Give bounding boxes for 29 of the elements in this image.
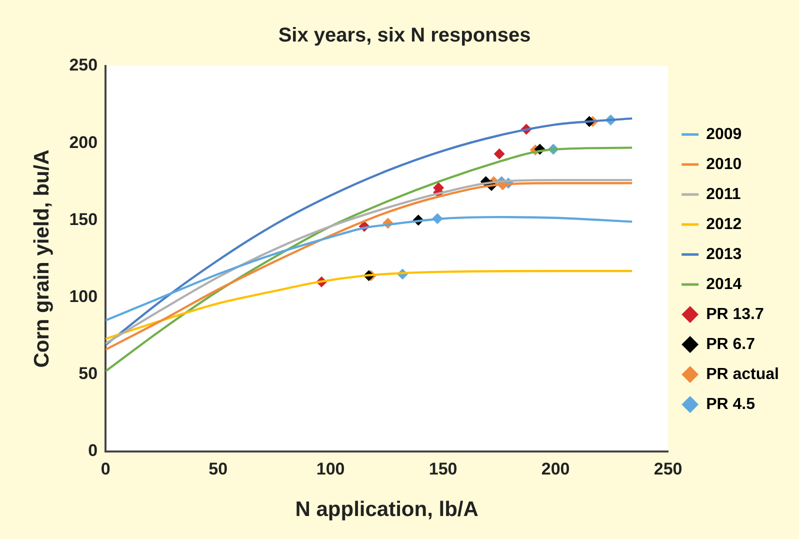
x-tick-label: 100 xyxy=(316,459,345,478)
legend-label: 2013 xyxy=(706,246,742,263)
legend-label: 2010 xyxy=(706,156,742,173)
y-axis-title: Corn grain yield, bu/A xyxy=(30,150,54,368)
legend-label: PR 13.7 xyxy=(706,306,764,323)
legend-label: PR actual xyxy=(706,366,780,383)
legend-label: 2012 xyxy=(706,216,742,233)
y-tick-label: 50 xyxy=(78,364,98,384)
line-series xyxy=(106,117,634,346)
y-tick-label: 0 xyxy=(88,441,98,460)
legend-label: PR 4.5 xyxy=(706,396,756,413)
point xyxy=(494,148,505,160)
line-series xyxy=(106,270,634,340)
x-tick-label: 0 xyxy=(100,459,110,478)
y-tick-label: 100 xyxy=(69,286,98,306)
x-tick-label: 150 xyxy=(428,459,458,478)
x-tick-label: 250 xyxy=(654,459,682,478)
y-tick-label: 250 xyxy=(69,56,98,75)
x-tick-label: 200 xyxy=(541,459,570,478)
legend-label: 2011 xyxy=(706,186,741,203)
y-tick-label: 200 xyxy=(69,132,98,152)
line-series xyxy=(106,216,634,322)
x-axis-title: N application, lb/A xyxy=(295,498,478,522)
legend-label: PR 6.7 xyxy=(706,336,756,353)
legend-label: 2014 xyxy=(706,276,742,293)
chart-title: Six years, six N responses xyxy=(278,24,531,47)
y-tick-label: 150 xyxy=(69,210,98,229)
legend-label: 2009 xyxy=(706,126,742,143)
x-tick-label: 50 xyxy=(208,459,228,478)
